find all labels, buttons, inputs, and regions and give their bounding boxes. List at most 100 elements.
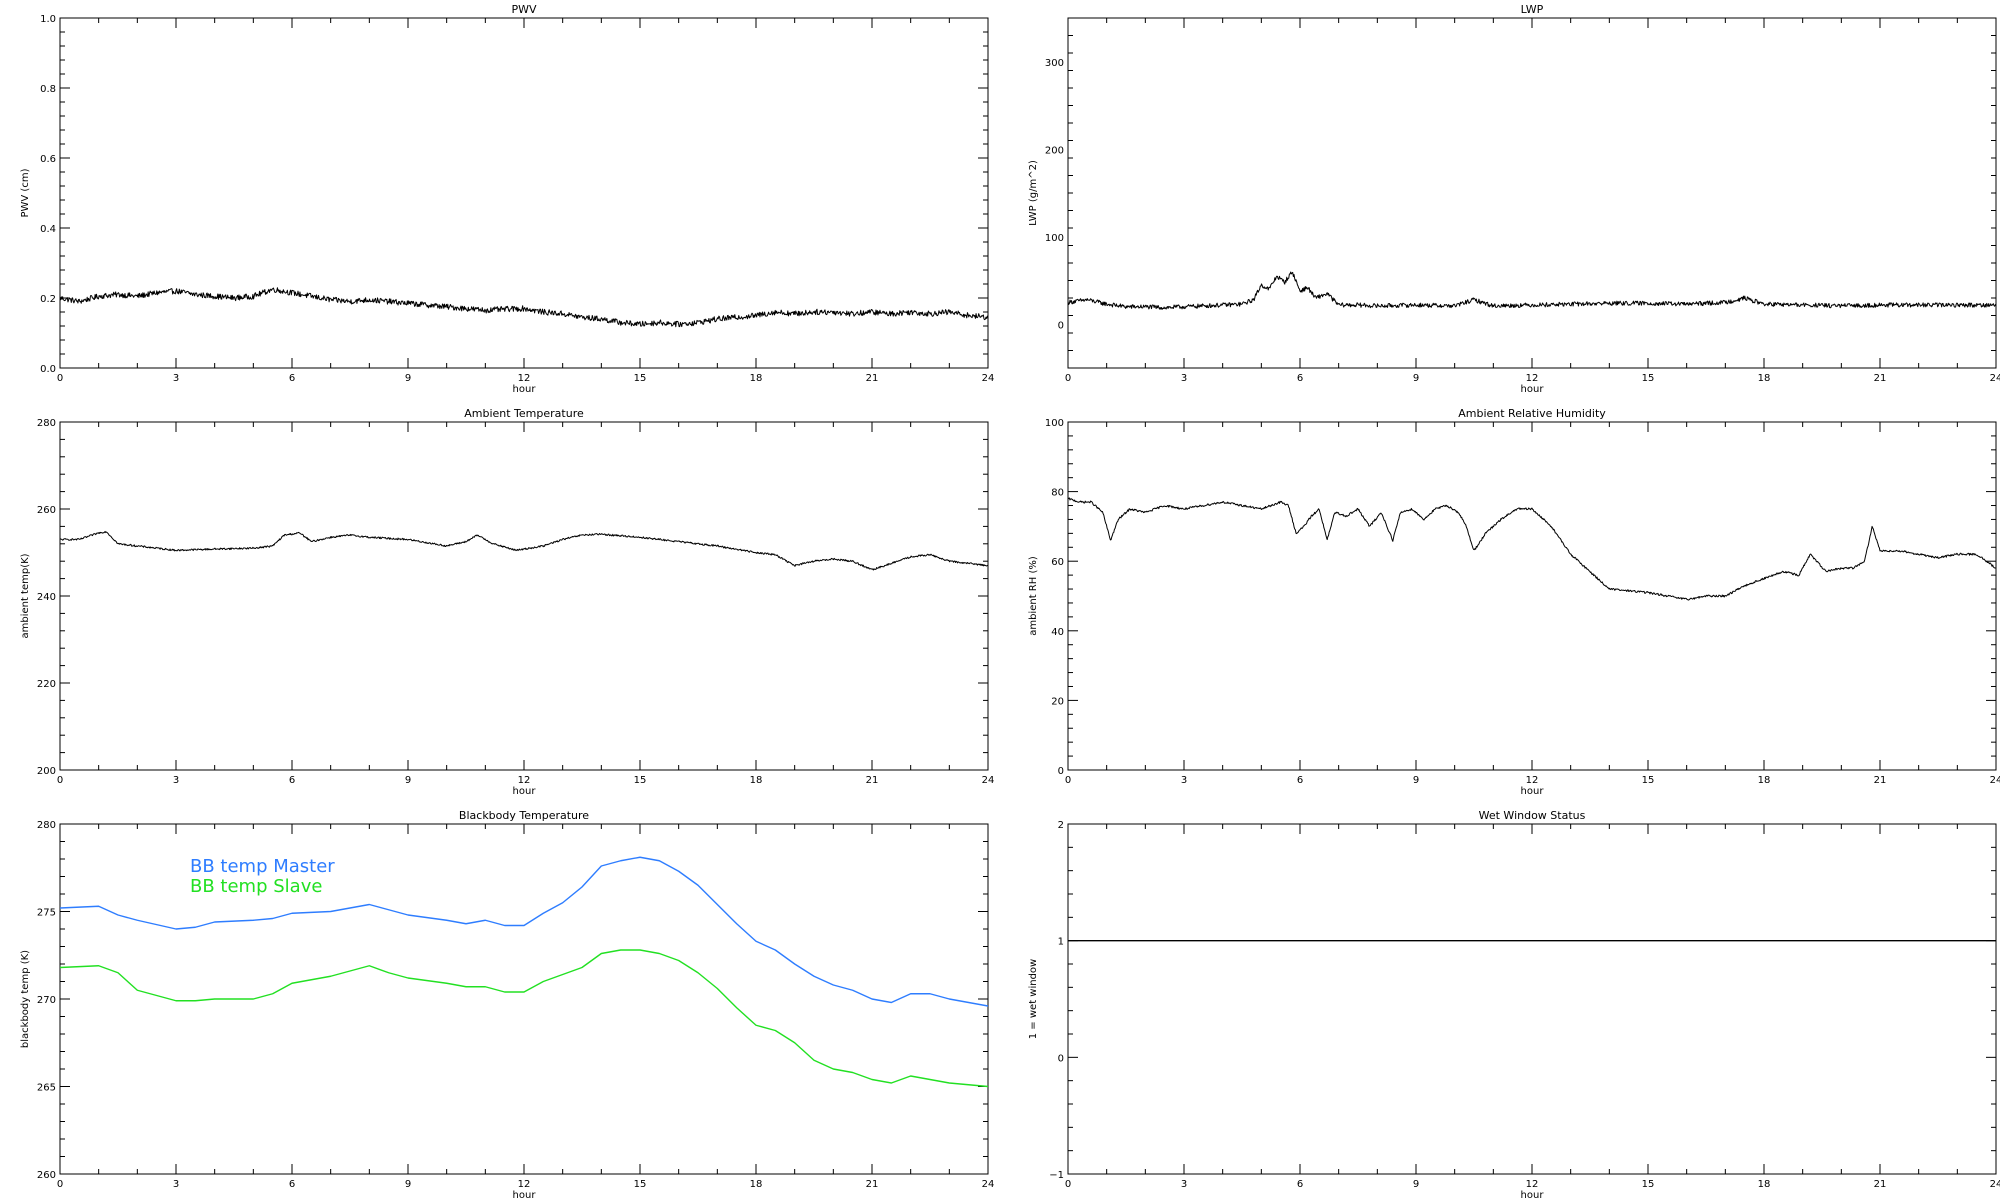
plot-frame: [1067, 823, 1997, 1175]
x-tick-label: 3: [1181, 1179, 1187, 1190]
y-tick-label: 280: [37, 418, 56, 429]
x-tick-label: 0: [57, 373, 63, 384]
chart-panel-5: Blackbody Temperature 0 3 6 9 12 15 18 21 24 hour 2…: [20, 809, 994, 1200]
y-tick-label: 20: [1051, 696, 1064, 707]
x-tick-label: 21: [1874, 1179, 1887, 1190]
series-line-1: [60, 530, 988, 571]
y-tick-label: 0: [1058, 766, 1064, 777]
x-tick-label: 21: [866, 775, 879, 786]
x-axis-label: hour: [513, 1190, 537, 1200]
y-axis-label: LWP (g/m^2): [1028, 160, 1039, 226]
y-tick-label: 1.0: [40, 14, 56, 25]
x-axis-label: hour: [1521, 384, 1545, 395]
series-line-1: [1068, 271, 1996, 310]
y-tick-label: 280: [37, 820, 56, 831]
y-tick-label: 270: [37, 995, 56, 1006]
x-tick-label: 24: [982, 775, 995, 786]
x-tick-label: 24: [1990, 775, 2000, 786]
chart-panel-2: LWP 0 3 6 9 12 15 18 21 24 hour 0 100 200 300 LWP (g/m^…: [1028, 3, 2000, 395]
y-tick-label: 300: [1045, 58, 1064, 69]
x-tick-label: 12: [518, 373, 531, 384]
x-tick-label: 9: [405, 1179, 411, 1190]
x-axis-label: hour: [1521, 786, 1545, 797]
x-tick-label: 6: [289, 1179, 295, 1190]
x-tick-label: 6: [289, 373, 295, 384]
y-tick-label: 200: [37, 766, 56, 777]
x-tick-label: 18: [750, 1179, 763, 1190]
x-tick-label: 24: [1990, 1179, 2000, 1190]
chart-title: Ambient Temperature: [464, 407, 584, 420]
plot-frame: [59, 421, 989, 771]
x-tick-label: 0: [57, 1179, 63, 1190]
x-tick-label: 15: [634, 1179, 647, 1190]
chart-title: LWP: [1521, 3, 1544, 16]
x-tick-label: 3: [173, 373, 179, 384]
y-tick-label: 1: [1058, 937, 1064, 948]
chart-panel-4: Ambient Relative Humidity 0 3 6 9 12 15 18 21 24 h…: [1028, 407, 2000, 797]
x-tick-label: 24: [1990, 373, 2000, 384]
x-tick-label: 18: [1758, 775, 1771, 786]
plot-frame: [1067, 17, 1997, 369]
y-tick-label: 0.8: [40, 84, 56, 95]
series-line-1: [60, 856, 988, 1007]
x-tick-label: 6: [1297, 1179, 1303, 1190]
x-tick-label: 9: [405, 373, 411, 384]
x-tick-label: 15: [1642, 1179, 1655, 1190]
x-tick-label: 18: [750, 775, 763, 786]
series-line-2: [60, 949, 988, 1088]
chart-title: Blackbody Temperature: [459, 809, 589, 822]
chart-title: Ambient Relative Humidity: [1458, 407, 1606, 420]
x-axis-label: hour: [513, 786, 537, 797]
x-tick-label: 6: [1297, 373, 1303, 384]
x-tick-label: 24: [982, 1179, 995, 1190]
x-axis-label: hour: [1521, 1190, 1545, 1200]
legend-entry: BB temp Master: [190, 856, 335, 877]
y-axis-label: ambient temp(K): [20, 553, 31, 638]
chart-title: PWV: [511, 3, 537, 16]
x-tick-label: 21: [1874, 373, 1887, 384]
x-tick-label: 12: [518, 775, 531, 786]
x-axis-label: hour: [513, 384, 537, 395]
x-tick-label: 12: [1526, 1179, 1539, 1190]
y-tick-label: 80: [1051, 488, 1064, 499]
x-tick-label: 18: [1758, 1179, 1771, 1190]
x-tick-label: 12: [518, 1179, 531, 1190]
y-axis-label: PWV (cm): [20, 168, 31, 217]
x-tick-label: 9: [1413, 373, 1419, 384]
x-tick-label: 18: [750, 373, 763, 384]
legend-entry: BB temp Slave: [190, 876, 322, 897]
x-tick-label: 6: [289, 775, 295, 786]
x-tick-label: 9: [1413, 775, 1419, 786]
y-tick-label: 100: [1045, 233, 1064, 244]
x-tick-label: 9: [405, 775, 411, 786]
y-tick-label: 0: [1058, 1053, 1064, 1064]
y-tick-label: 2: [1058, 820, 1064, 831]
y-tick-label: −1: [1049, 1170, 1064, 1181]
y-tick-label: 240: [37, 592, 56, 603]
y-tick-label: 100: [1045, 418, 1064, 429]
y-tick-label: 260: [37, 505, 56, 516]
y-axis-label: ambient RH (%): [1028, 556, 1039, 636]
y-tick-label: 0.6: [40, 154, 56, 165]
series-line-1: [1068, 497, 1996, 601]
x-tick-label: 21: [866, 373, 879, 384]
x-tick-label: 24: [982, 373, 995, 384]
x-tick-label: 0: [1065, 775, 1071, 786]
x-tick-label: 15: [1642, 775, 1655, 786]
y-tick-label: 260: [37, 1170, 56, 1181]
plot-frame: [59, 17, 989, 369]
x-tick-label: 15: [634, 775, 647, 786]
x-tick-label: 0: [1065, 373, 1071, 384]
y-tick-label: 0.2: [40, 294, 56, 305]
x-tick-label: 3: [1181, 373, 1187, 384]
y-tick-label: 0.0: [40, 364, 56, 375]
x-tick-label: 12: [1526, 775, 1539, 786]
y-tick-label: 275: [37, 908, 56, 919]
x-tick-label: 21: [866, 1179, 879, 1190]
y-tick-label: 220: [37, 679, 56, 690]
chart-panel-3: Ambient Temperature 0 3 6 9 12 15 18 21 24 hour 200…: [20, 407, 994, 797]
x-tick-label: 12: [1526, 373, 1539, 384]
x-tick-label: 0: [1065, 1179, 1071, 1190]
